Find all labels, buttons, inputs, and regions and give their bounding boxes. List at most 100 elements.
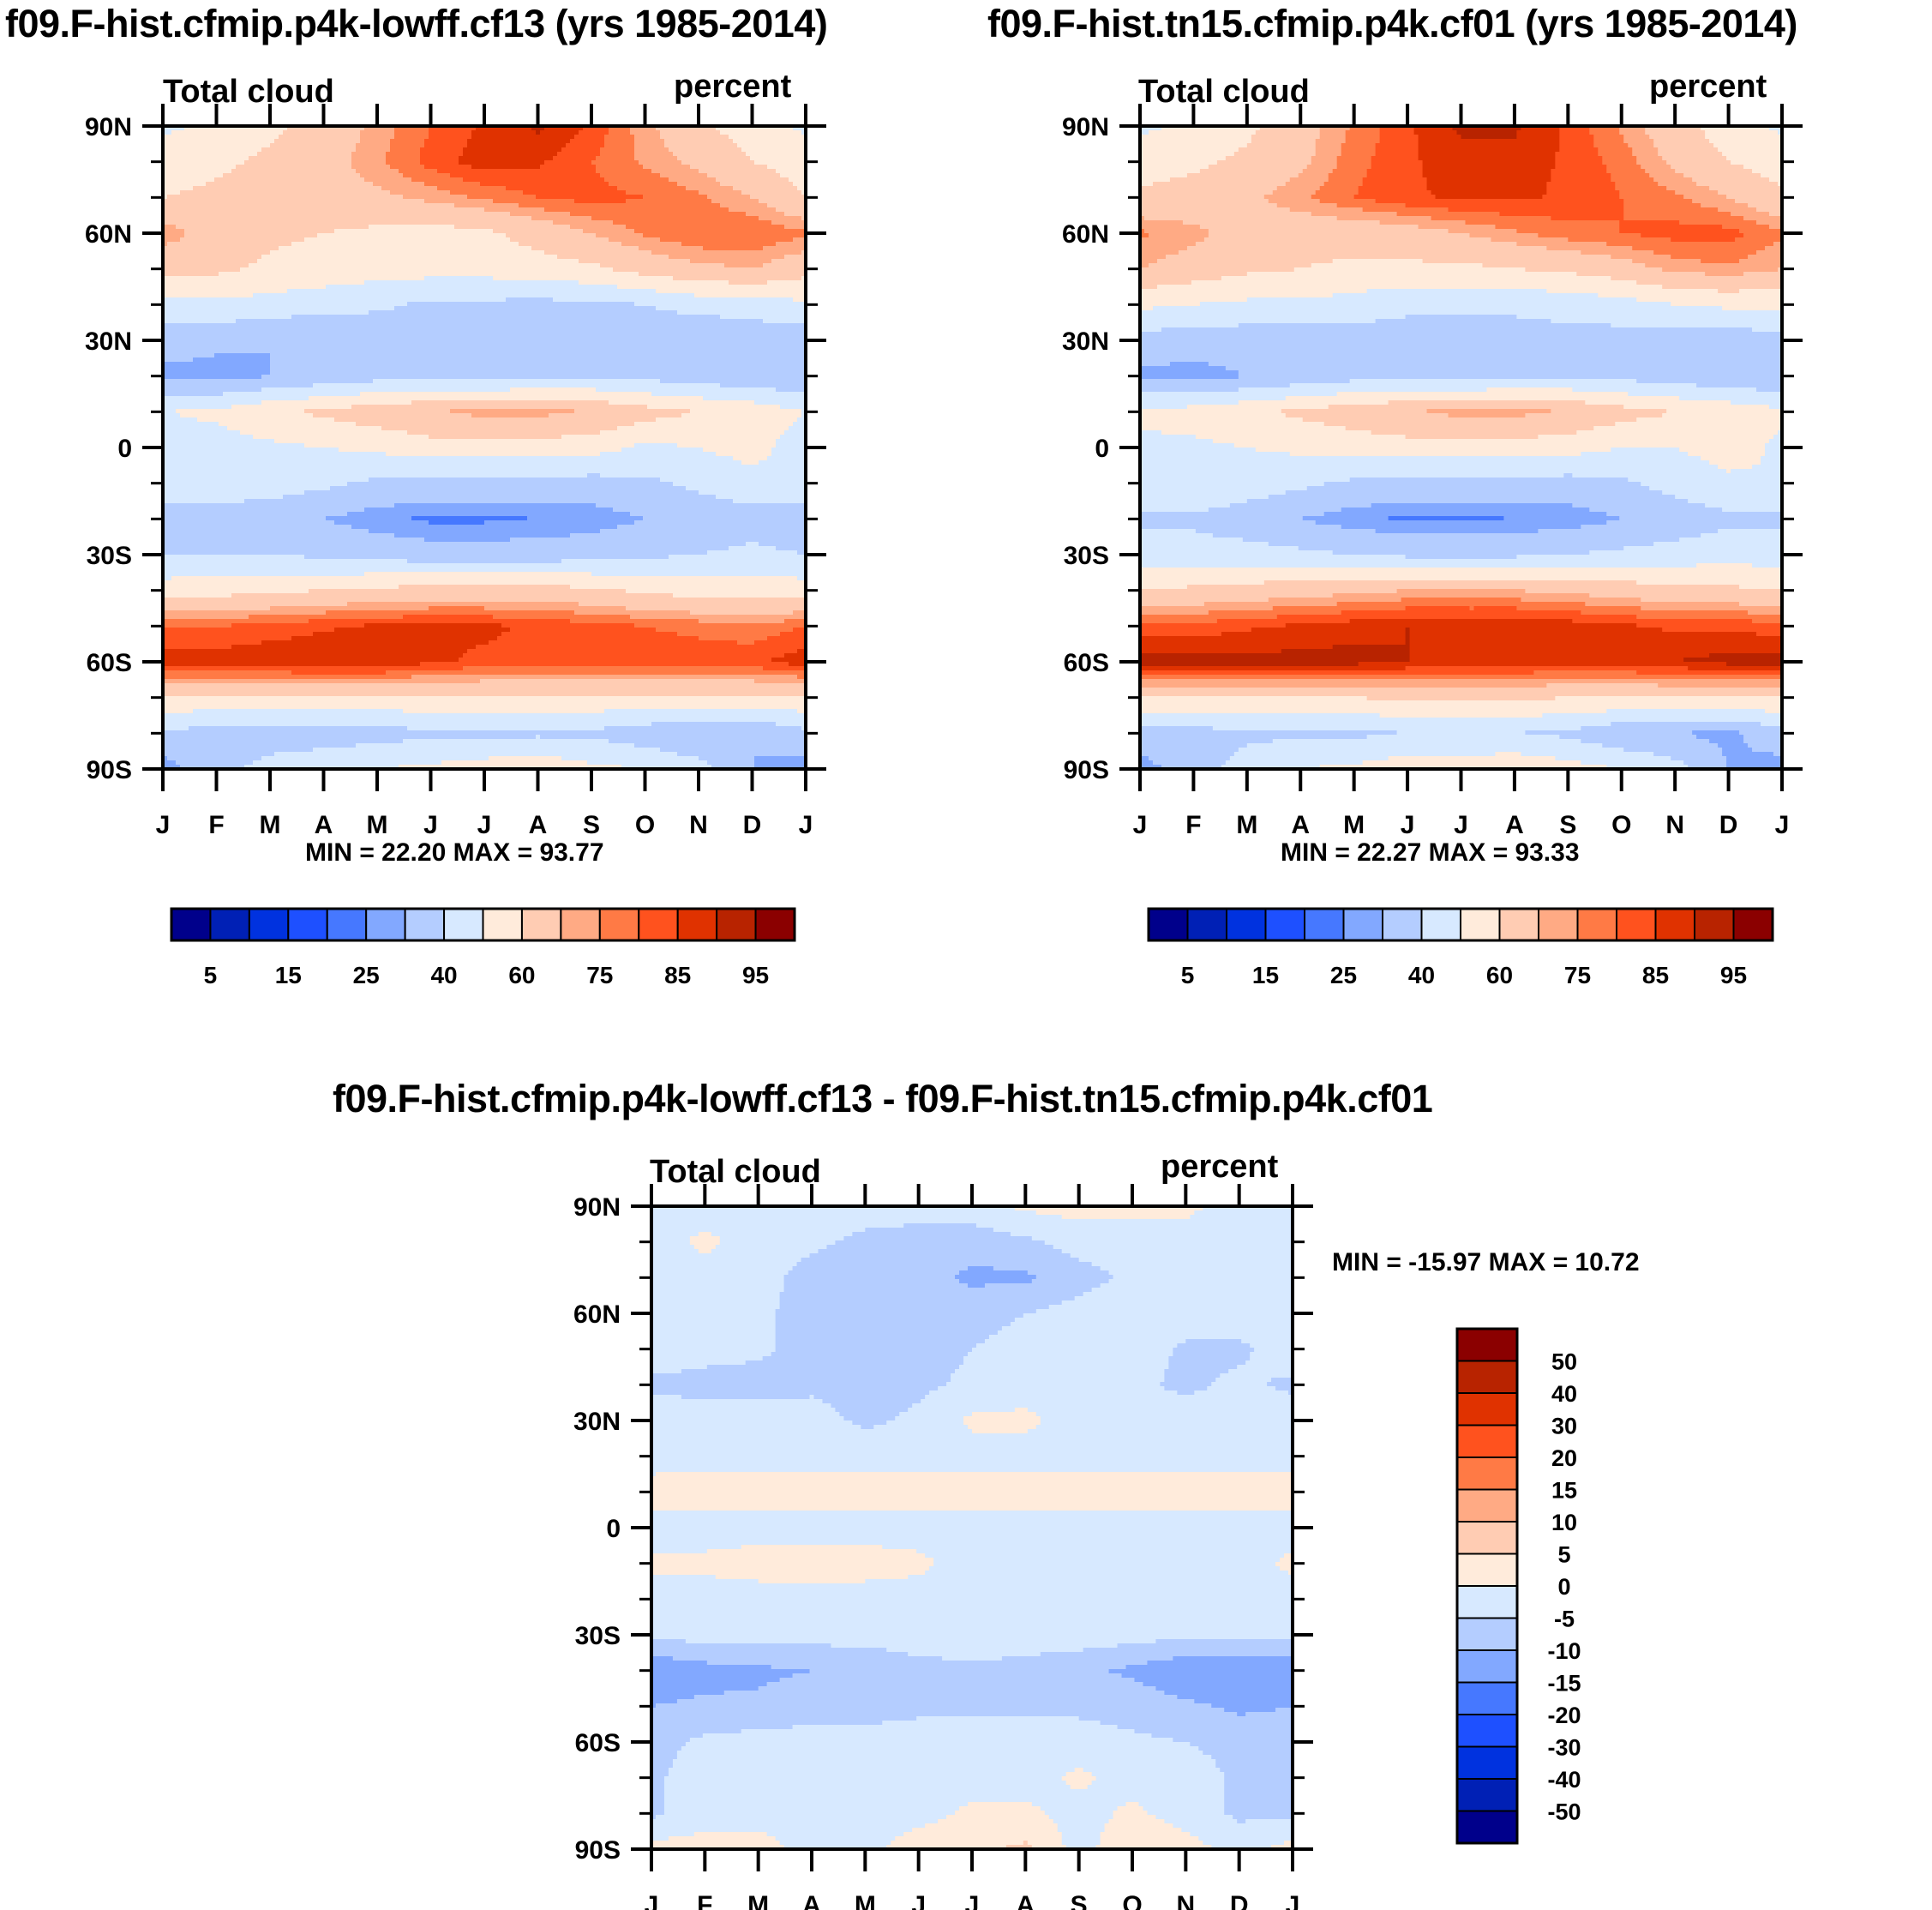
contour-cell — [1683, 658, 1783, 663]
contour-cell — [1140, 456, 1701, 461]
colorbar-swatch — [1456, 1457, 1518, 1491]
contour-cell — [531, 216, 592, 221]
colorbar-label: 85 — [664, 962, 691, 988]
contour-cell — [163, 688, 807, 693]
contour-cell — [364, 280, 579, 285]
contour-cell — [984, 1283, 1101, 1288]
contour-cell — [1602, 743, 1719, 748]
contour-cell — [596, 156, 635, 161]
contour-cell — [407, 559, 562, 564]
x-tick-label: J — [1454, 811, 1468, 839]
contour-cell — [334, 628, 511, 633]
contour-cell — [1140, 683, 1547, 688]
contour-cell — [1576, 272, 1706, 277]
contour-cell — [163, 263, 249, 268]
contour-cell — [651, 1631, 1293, 1636]
contour-cell — [403, 739, 609, 744]
contour-cell — [506, 233, 597, 238]
contour-cell — [579, 259, 691, 264]
contour-cell — [1140, 349, 1783, 354]
contour-cell — [1653, 139, 1710, 144]
contour-cell — [621, 765, 712, 770]
contour-cell — [1405, 203, 1624, 208]
contour-cell — [1173, 1348, 1255, 1353]
contour-cell — [561, 756, 699, 761]
contour-cell — [163, 160, 245, 165]
colorbar-swatch — [1456, 1553, 1518, 1587]
contour-cell — [1108, 1270, 1293, 1276]
colorbar-label: 30 — [1551, 1414, 1577, 1439]
colorbar-swatch — [287, 908, 328, 941]
contour-cell — [1559, 135, 1594, 140]
contour-cell — [1181, 1828, 1293, 1833]
contour-cell — [1705, 503, 1783, 508]
contour-cell — [1619, 130, 1646, 135]
contour-cell — [1636, 623, 1783, 628]
contour-cell — [1371, 165, 1424, 170]
contour-cell — [163, 683, 807, 688]
contour-cell — [1379, 126, 1415, 131]
contour-cell — [651, 1536, 1293, 1541]
contour-cell — [651, 1472, 657, 1477]
contour-cell — [1396, 212, 1501, 217]
contour-cell — [1140, 662, 1359, 667]
contour-cell — [673, 276, 802, 281]
contour-cell — [1405, 636, 1411, 641]
contour-cell — [716, 452, 772, 457]
contour-cell — [955, 1275, 1037, 1280]
contour-cell — [1585, 602, 1740, 607]
contour-cell — [596, 165, 644, 170]
contour-cell — [1140, 379, 1351, 384]
contour-cell — [1388, 756, 1556, 761]
contour-cell — [424, 182, 481, 187]
colorbar-swatch — [443, 908, 484, 941]
contour-cell — [651, 1596, 1293, 1601]
contour-cell — [651, 1669, 811, 1674]
contour-cell — [664, 139, 734, 144]
contour-cell — [283, 495, 717, 500]
contour-cell — [741, 460, 759, 465]
contour-cell — [693, 1832, 768, 1837]
contour-cell — [1065, 1781, 1093, 1786]
contour-cell — [544, 126, 584, 131]
contour-cell — [1161, 126, 1261, 131]
contour-cell — [651, 1481, 1293, 1486]
contour-cell — [737, 640, 755, 646]
contour-cell — [715, 1245, 828, 1250]
contour-cell — [1388, 516, 1505, 521]
contour-cell — [1048, 1305, 1293, 1310]
contour-cell — [882, 1545, 1293, 1550]
contour-cell — [1140, 568, 1783, 573]
contour-cell — [660, 237, 794, 243]
contour-cell — [176, 760, 254, 766]
contour-cell — [719, 1240, 837, 1246]
contour-cell — [1057, 1823, 1106, 1829]
contour-cell — [1044, 1240, 1293, 1246]
contour-cell — [1413, 130, 1458, 135]
contour-cell — [1726, 469, 1731, 474]
contour-cell — [1203, 602, 1338, 607]
contour-cell — [326, 285, 618, 290]
contour-cell — [1645, 130, 1706, 135]
contour-cell — [676, 1699, 1195, 1704]
contour-cell — [330, 486, 687, 491]
contour-cell — [1251, 139, 1317, 144]
contour-cell — [270, 143, 357, 148]
contour-cell — [510, 387, 597, 393]
contour-cell — [707, 195, 751, 200]
contour-cell — [1666, 409, 1783, 414]
contour-cell — [975, 1223, 1293, 1228]
contour-cell — [163, 598, 807, 603]
contour-cell — [988, 1335, 1293, 1340]
contour-cell — [373, 182, 425, 187]
contour-cell — [1701, 456, 1761, 461]
colorbar-label: -10 — [1547, 1638, 1581, 1664]
contour-cell — [1551, 177, 1611, 183]
contour-cell — [681, 413, 802, 418]
contour-cell — [163, 195, 168, 200]
contour-cell — [634, 520, 807, 526]
contour-cell — [1140, 306, 1154, 311]
contour-cell — [1140, 542, 1269, 547]
contour-cell — [651, 1326, 777, 1331]
contour-cell — [651, 1725, 794, 1730]
